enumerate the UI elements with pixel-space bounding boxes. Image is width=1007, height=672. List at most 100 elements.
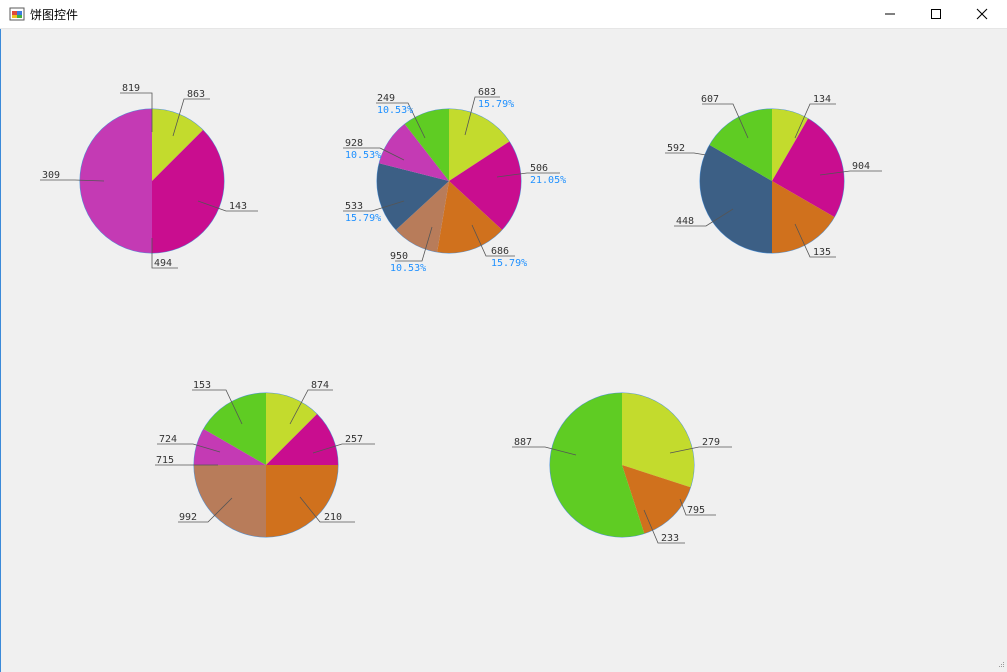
- leader-line: [197, 200, 258, 212]
- slice-label: 795: [687, 505, 705, 516]
- slice-percent-label: 15.79%: [491, 258, 527, 269]
- pie-slice-249[interactable]: [404, 108, 450, 181]
- slice-percent-label: 15.79%: [345, 213, 381, 224]
- pie-slice-686[interactable]: [437, 181, 502, 254]
- leader-line: [665, 152, 707, 156]
- pie-chart-3: 134 904 135 448 592 607: [665, 94, 882, 258]
- slice-label: 887: [514, 437, 532, 448]
- slice-percent-label: 10.53%: [390, 263, 426, 274]
- leader-line: [178, 497, 233, 523]
- leader-line: [395, 226, 433, 262]
- pie-slice-607[interactable]: [709, 109, 772, 181]
- pie-slice-863[interactable]: [152, 109, 203, 181]
- slice-label: 950: [390, 251, 408, 262]
- slice-percent-label: 10.53%: [377, 105, 413, 116]
- slice-label: 592: [667, 143, 685, 154]
- close-icon: [976, 8, 988, 20]
- slice-label: 683: [478, 87, 496, 98]
- pie-slice-928[interactable]: [379, 124, 449, 181]
- pie-slice-506[interactable]: [449, 141, 522, 230]
- pie-chart-2: 68315.79%50621.05%68615.79%95010.53%5331…: [343, 87, 566, 274]
- leader-line: [299, 496, 355, 523]
- leader-line: [643, 509, 685, 544]
- slice-label: 233: [661, 533, 679, 544]
- slice-label: 134: [813, 94, 831, 105]
- slice-percent-label: 21.05%: [530, 175, 566, 186]
- leader-line: [464, 96, 500, 136]
- leader-line: [192, 389, 243, 425]
- leader-line: [312, 443, 375, 454]
- pie-slice-683[interactable]: [449, 109, 510, 181]
- pie-slice-887[interactable]: [550, 393, 645, 537]
- pie-slice-724[interactable]: [193, 429, 266, 465]
- window-border: [0, 29, 1, 672]
- slice-label: 448: [676, 216, 694, 227]
- slice-label: 533: [345, 201, 363, 212]
- slice-label: 494: [154, 258, 172, 269]
- leader-line: [289, 389, 333, 425]
- slice-label: 249: [377, 93, 395, 104]
- pie-slice-992[interactable]: [194, 465, 266, 537]
- pie-slice-874[interactable]: [266, 393, 317, 465]
- leader-line: [794, 103, 836, 139]
- pie-slice-233[interactable]: [622, 465, 691, 534]
- pie-slice-143[interactable]: [152, 130, 224, 253]
- slice-label: 819: [122, 83, 140, 94]
- slice-label: 506: [530, 163, 548, 174]
- resize-grip-icon[interactable]: [995, 660, 1005, 670]
- leader-line: [157, 443, 221, 453]
- slice-label: 724: [159, 434, 177, 445]
- close-button[interactable]: [959, 0, 1005, 28]
- leader-line: [794, 223, 836, 258]
- maximize-icon: [931, 9, 941, 19]
- pie-slice-448[interactable]: [699, 145, 772, 253]
- pie-slice-257[interactable]: [266, 414, 338, 465]
- leader-line: [151, 238, 178, 269]
- slice-label: 153: [193, 380, 211, 391]
- slice-label: 257: [345, 434, 363, 445]
- pie-slice-153[interactable]: [203, 392, 266, 465]
- slice-percent-label: 10.53%: [345, 150, 381, 161]
- pie-slice-135[interactable]: [772, 181, 835, 253]
- app-window-icon: [9, 7, 25, 21]
- pie-slice-134[interactable]: [772, 109, 808, 181]
- leader-line: [343, 200, 405, 212]
- leader-line: [679, 498, 716, 516]
- minimize-button[interactable]: [867, 0, 913, 28]
- title-bar: 饼图控件: [0, 0, 1007, 29]
- slice-label: 309: [42, 170, 60, 181]
- pie-chart-1: 863 143 494 309 819: [40, 83, 258, 269]
- pie-chart-4: 874 257 210 992 715 724 153: [155, 380, 375, 538]
- leader-line: [674, 208, 734, 227]
- slice-label: 874: [311, 380, 329, 391]
- pie-slice-533[interactable]: [377, 163, 449, 230]
- window-title: 饼图控件: [30, 8, 79, 22]
- leader-line: [512, 446, 577, 456]
- maximize-button[interactable]: [913, 0, 959, 28]
- slice-label: 904: [852, 161, 870, 172]
- slice-label: 715: [156, 455, 174, 466]
- leader-line: [40, 179, 105, 182]
- slice-label: 210: [324, 512, 342, 523]
- leader-line: [496, 172, 560, 178]
- slice-label: 143: [229, 201, 247, 212]
- leader-line: [669, 446, 732, 454]
- leader-line: [343, 147, 405, 161]
- slice-label: 863: [187, 89, 205, 100]
- leader-line: [471, 224, 515, 257]
- pie-chart-5: 279 795 233 887: [512, 392, 732, 544]
- slice-label: 135: [813, 247, 831, 258]
- minimize-icon: [885, 13, 895, 15]
- pie-slice-904[interactable]: [772, 118, 845, 217]
- slice-label: 279: [702, 437, 720, 448]
- pie-slice-950[interactable]: [396, 181, 449, 253]
- slice-label: 928: [345, 138, 363, 149]
- leader-line: [702, 103, 749, 139]
- pie-slice-309[interactable]: [80, 109, 152, 253]
- leader-line: [376, 102, 426, 139]
- pie-slice-210[interactable]: [266, 465, 338, 537]
- pie-slice-279[interactable]: [622, 392, 695, 488]
- slice-label: 686: [491, 246, 509, 257]
- slice-percent-label: 15.79%: [478, 99, 514, 110]
